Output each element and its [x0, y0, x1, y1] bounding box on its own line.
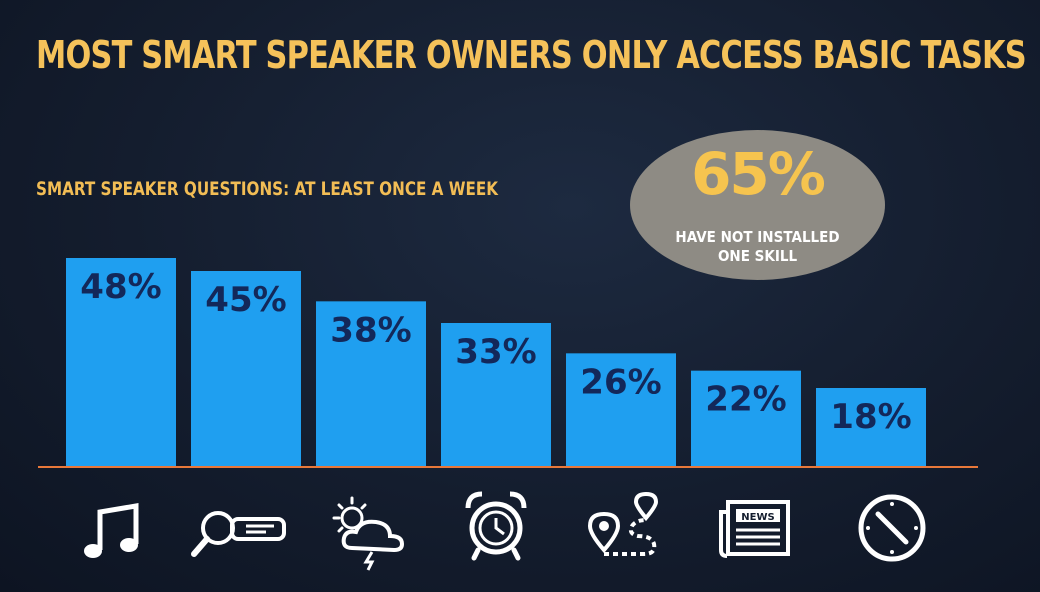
route-icon [587, 491, 659, 556]
weather-icon [332, 496, 405, 571]
bar-4 [441, 323, 551, 466]
bar-2 [191, 271, 301, 466]
bar-label-6: 22% [705, 380, 786, 420]
news-icon-label: NEWS [741, 512, 774, 523]
bar-label-3: 38% [330, 310, 411, 350]
chart-subtitle: SMART SPEAKER QUESTIONS: AT LEAST ONCE A… [36, 178, 499, 200]
clock-icon [858, 494, 926, 562]
bar-label-5: 26% [580, 362, 661, 402]
callout-text: HAVE NOT INSTALLED ONE SKILL [675, 228, 840, 265]
bar-label-4: 33% [455, 332, 536, 372]
bar-3 [316, 301, 426, 466]
bar-7 [816, 388, 926, 466]
music-note-icon [84, 503, 139, 558]
bar-6 [691, 370, 801, 466]
search-icon [191, 511, 286, 557]
category-icons: NEWS [0, 480, 1040, 580]
callout-value: 65% [691, 140, 826, 208]
alarm-clock-icon [465, 491, 527, 561]
bar-label-1: 48% [80, 267, 161, 307]
callout-ellipse: 65% HAVE NOT INSTALLED ONE SKILL [630, 130, 885, 280]
bar-1 [66, 258, 176, 466]
bar-label-2: 45% [205, 280, 286, 320]
bar-5 [566, 353, 676, 466]
bar-label-7: 18% [830, 397, 911, 437]
news-icon: NEWS [719, 500, 790, 558]
